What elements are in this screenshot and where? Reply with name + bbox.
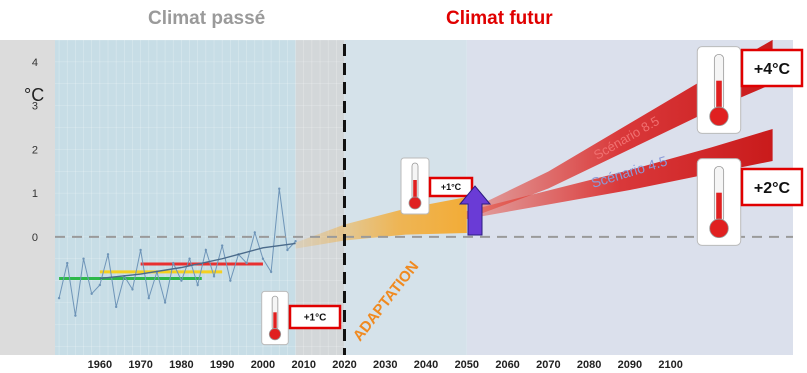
observed-point [172, 261, 175, 265]
x-tick-label: 2040 [414, 359, 438, 371]
observed-point [163, 301, 167, 304]
observed-point [245, 261, 248, 265]
x-tick-label: 2020 [332, 359, 356, 371]
x-tick-label: 2100 [658, 359, 682, 371]
observed-point [114, 305, 118, 309]
warming-arrow-icon [458, 185, 492, 236]
observed-point [90, 292, 93, 295]
thermometer-bulb [709, 218, 729, 239]
future-climate-title: Climat futur [446, 8, 553, 29]
x-tick-label: 2060 [495, 359, 519, 371]
rcp45-thermometer-icon [696, 158, 742, 246]
observed-series-line [58, 188, 296, 316]
x-tick-label: 2010 [291, 359, 315, 371]
observed-point [139, 248, 142, 252]
past-warming-label: +1°C [304, 313, 327, 324]
scenario-85-band [466, 39, 773, 219]
x-tick-label: 2070 [536, 359, 560, 371]
y-tick-label: 1 [32, 188, 38, 200]
x-tick-label: 1990 [210, 359, 234, 371]
x-tick-label: 1980 [169, 359, 193, 371]
thermometer-bulb [408, 196, 422, 210]
thermometer-bulb [709, 106, 729, 127]
observed-point [180, 279, 183, 282]
rcp45-warming-label: +2°C [754, 180, 791, 197]
observed-point [220, 244, 224, 247]
trend-line [99, 242, 296, 280]
rcp85-thermometer-icon [696, 46, 742, 134]
observed-point [261, 257, 265, 260]
thermometer-mercury [273, 312, 277, 331]
y-axis-label: °C [24, 85, 44, 105]
recent-thermometer-icon [400, 157, 430, 215]
observed-point [74, 314, 77, 317]
observed-point [147, 296, 150, 300]
observed-point [196, 283, 199, 287]
transition-panel [295, 40, 345, 355]
x-tick-label: 2000 [251, 359, 275, 371]
recent-warming-label: +1°C [441, 182, 462, 192]
observed-point [98, 283, 102, 287]
past-climate-title: Climat passé [148, 8, 266, 29]
recent-warming-label-box [428, 176, 474, 198]
x-tick-label: 2080 [577, 359, 601, 371]
past-warming-label-box [288, 304, 342, 330]
thermometer-bulb [268, 328, 282, 341]
observed-point [131, 288, 134, 291]
ylabel-panel [0, 40, 55, 355]
x-tick-label: 1970 [128, 359, 152, 371]
thermometer-mercury [413, 180, 417, 199]
observed-point [106, 253, 110, 256]
x-tick-label: 2030 [373, 359, 397, 371]
thermometer-mercury [716, 192, 722, 223]
observed-point [269, 270, 273, 274]
y-tick-label: 2 [32, 144, 38, 156]
y-tick-label: 4 [32, 57, 38, 69]
observed-point [229, 279, 232, 282]
observed-point [204, 248, 208, 252]
y-tick-label: 0 [32, 232, 38, 244]
observed-point [286, 248, 289, 252]
x-tick-label: 2050 [455, 359, 479, 371]
rcp85-warming-label-box [740, 48, 804, 88]
thermometer-mercury [716, 80, 722, 111]
observed-point [82, 257, 85, 260]
observed-point [57, 296, 61, 300]
rcp85-warming-label: +4°C [754, 61, 791, 78]
past-thermometer-icon [261, 290, 289, 346]
observed-point [294, 240, 297, 243]
rcp45-warming-label-box [740, 167, 804, 207]
observed-point [253, 231, 256, 234]
scenario-45-band [466, 129, 773, 219]
y-tick-label: 3 [32, 101, 38, 113]
x-tick-label: 1960 [88, 359, 112, 371]
observed-point [66, 261, 69, 265]
observed-point [188, 257, 191, 260]
observed-point [278, 187, 281, 190]
x-tick-label: 2090 [618, 359, 642, 371]
observed-point [212, 275, 216, 278]
